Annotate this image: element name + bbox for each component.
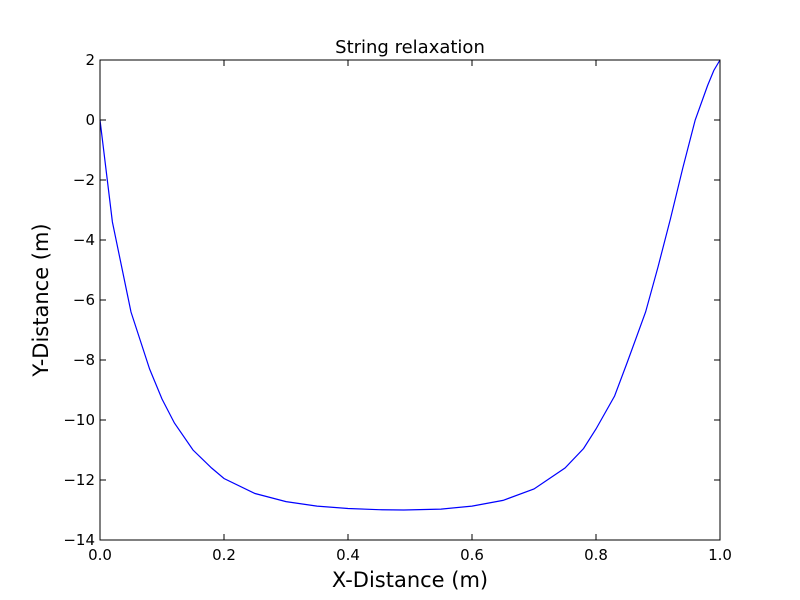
y-tick-label: −2 [73, 171, 95, 189]
x-tick-label: 0.8 [584, 546, 608, 564]
x-tick-label: 0.2 [212, 546, 236, 564]
y-tick-label: −4 [73, 231, 95, 249]
x-tick-label: 0.4 [336, 546, 360, 564]
x-tick-label: 0.0 [88, 546, 112, 564]
plot-area-frame [99, 59, 721, 541]
y-tick-label: 2 [85, 51, 95, 69]
y-tick-label: 0 [85, 111, 95, 129]
y-axis-label: Y-Distance (m) [29, 223, 53, 377]
series-line [99, 59, 721, 511]
chart-title: String relaxation [335, 37, 485, 58]
x-tick-label: 1.0 [708, 546, 732, 564]
x-axis-label: X-Distance (m) [332, 568, 488, 592]
y-axis-ticks: 2 0 −2 −4 −6 −8 −10 −12 −14 [63, 51, 720, 549]
y-tick-label: −12 [63, 471, 95, 489]
y-tick-label: −14 [63, 531, 95, 549]
y-tick-label: −6 [73, 291, 95, 309]
x-tick-label: 0.6 [460, 546, 484, 564]
y-tick-label: −10 [63, 411, 95, 429]
y-tick-label: −8 [73, 351, 95, 369]
